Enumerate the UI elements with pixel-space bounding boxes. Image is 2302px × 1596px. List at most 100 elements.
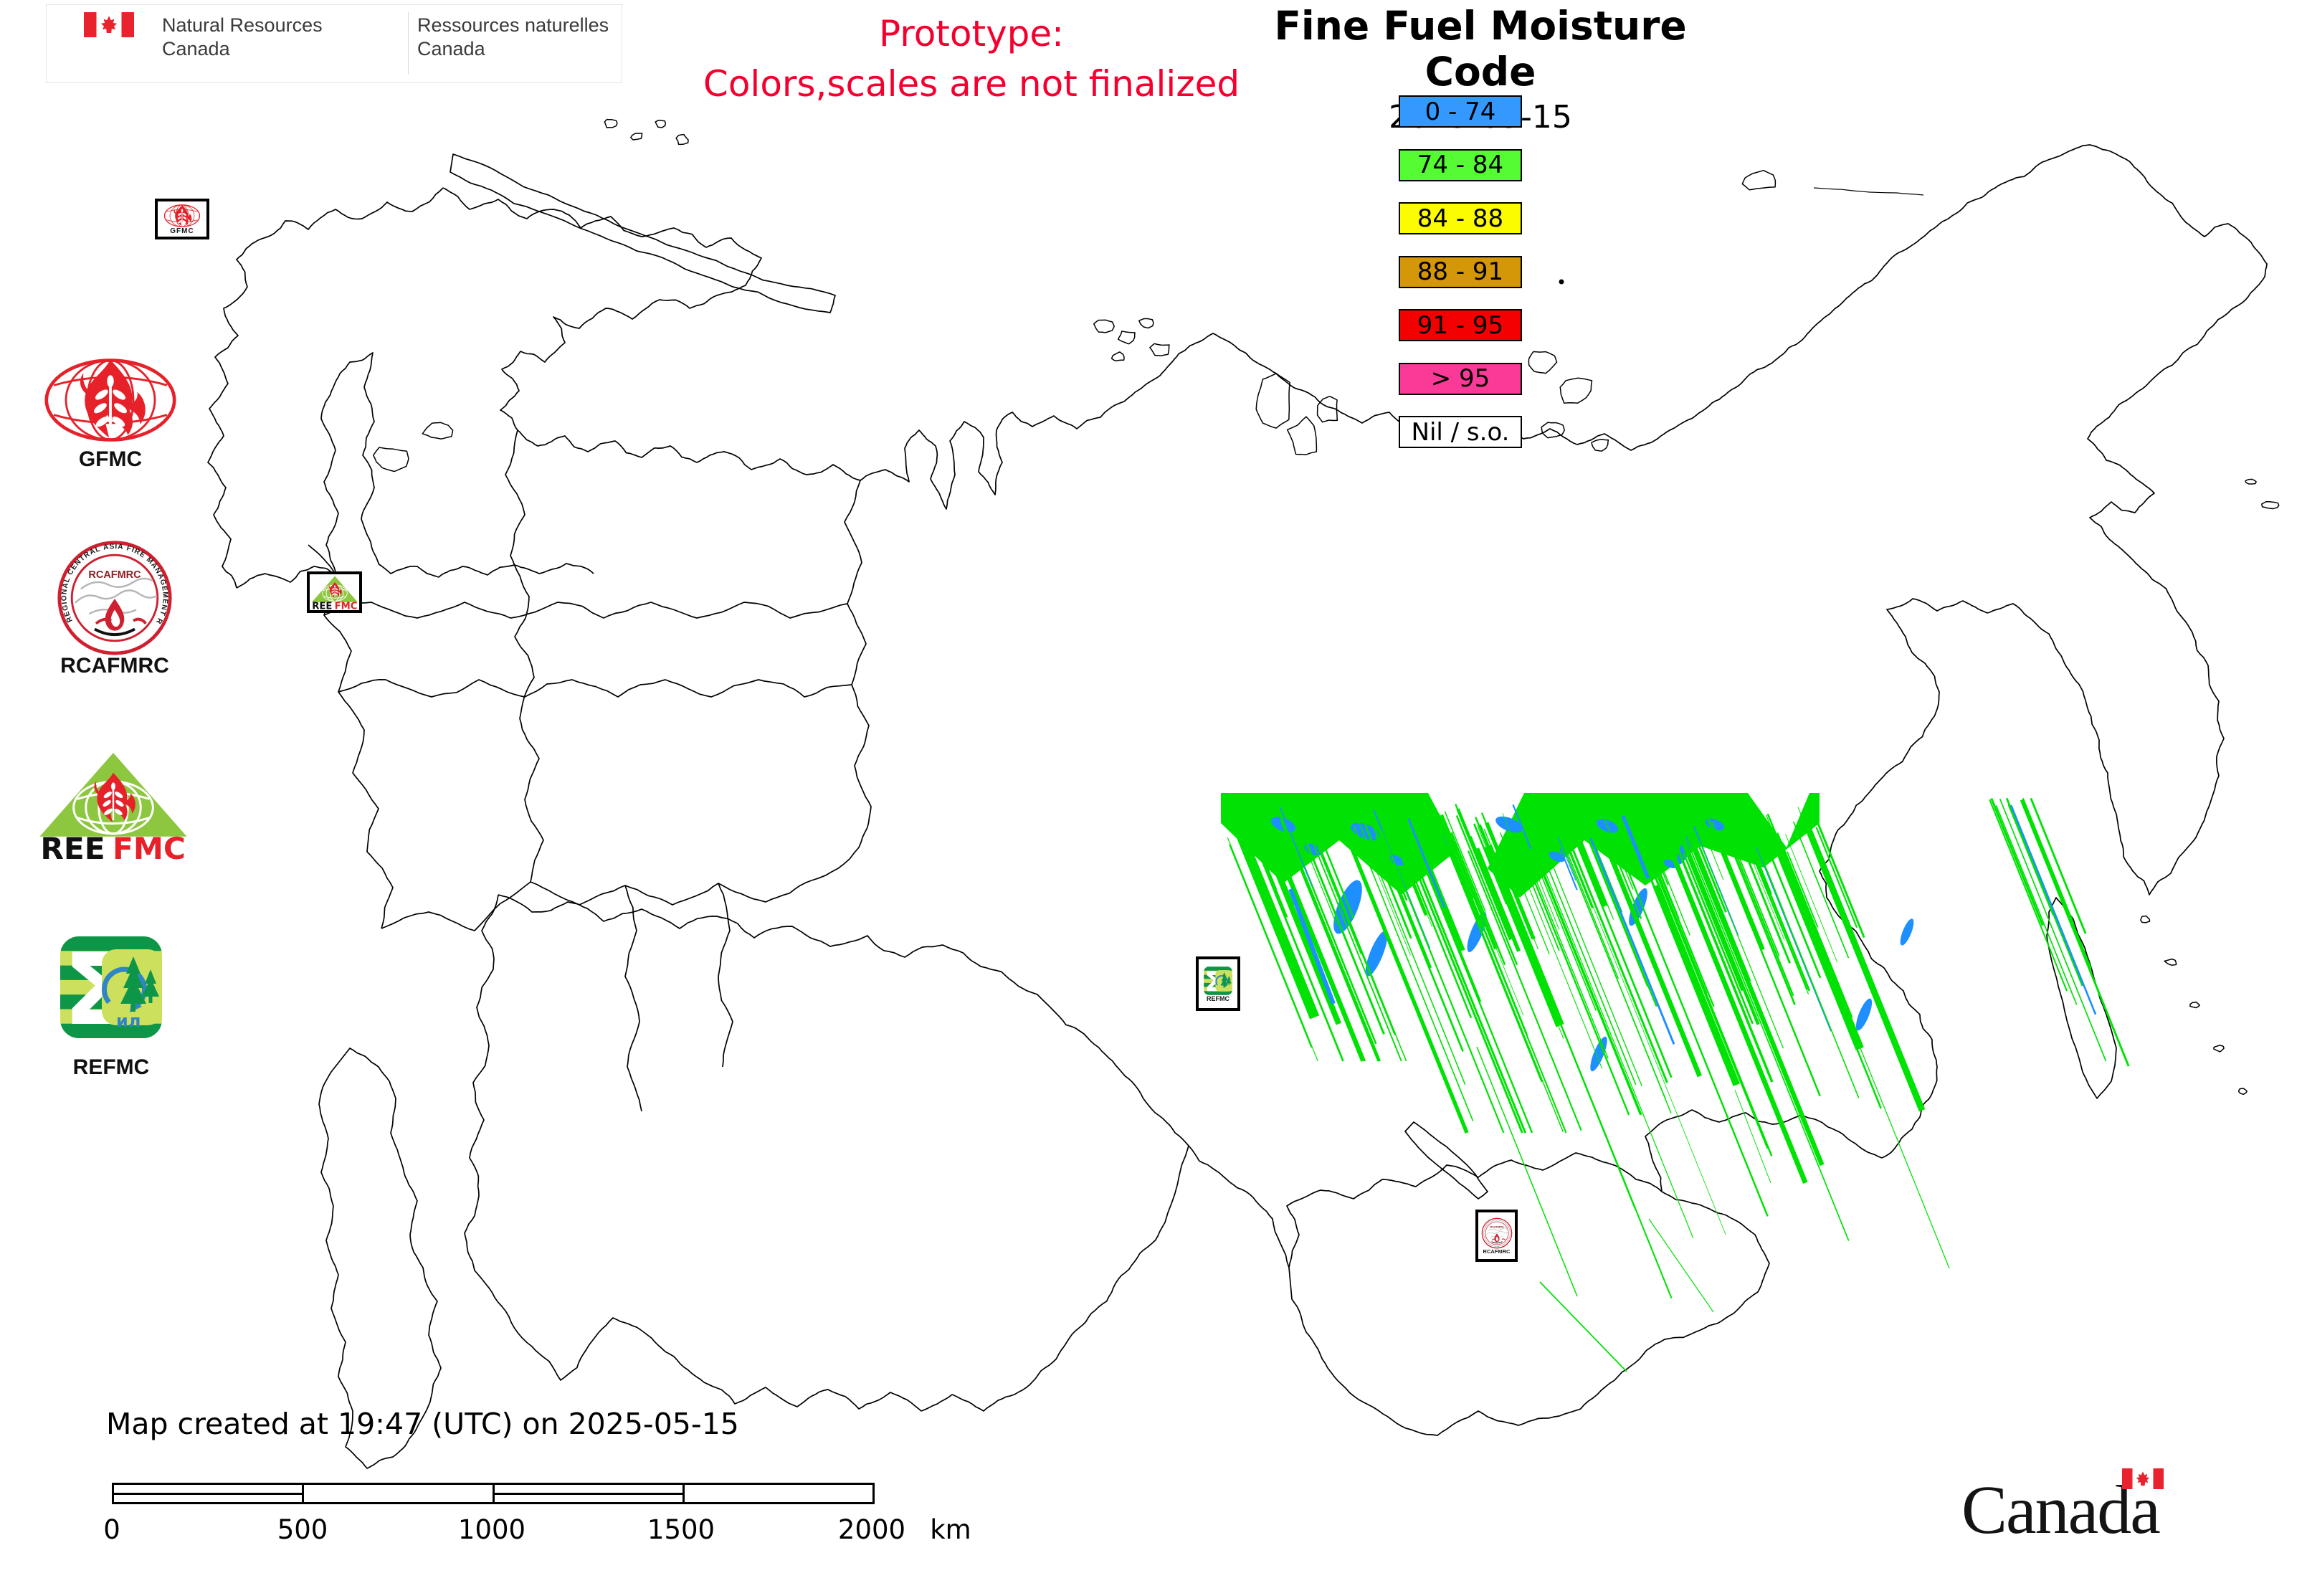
swath-streak: [1499, 832, 1550, 955]
swath-streak: [1727, 828, 1780, 956]
swath-streak: [1372, 817, 1408, 901]
rcafmrc-label: RCAFMRC: [60, 654, 169, 678]
svg-text:RCAFMRC: RCAFMRC: [1490, 1225, 1504, 1228]
swath-streak: [1713, 835, 1751, 926]
swath-blue-patch: [1333, 880, 1362, 934]
swath-blue-patch: [1549, 851, 1566, 863]
legend-item: 74 - 84: [1399, 148, 1522, 181]
gfmc-marker-label: GFMC: [170, 227, 194, 235]
swath-streak: [1642, 837, 1708, 994]
island: [1528, 351, 1558, 374]
coastline: [318, 1048, 442, 1469]
swath-streak: [1229, 844, 1313, 1048]
swath-streak: [1440, 814, 1498, 950]
refmc-marker-icon: [1203, 966, 1233, 996]
swath-streak: [1604, 845, 1702, 1078]
swath-streak: [2020, 799, 2075, 933]
swath-streak: [1417, 841, 1465, 951]
swath-streak: [1589, 837, 1675, 1045]
swath-gap: [1748, 793, 1809, 847]
scale-unit: km: [930, 1514, 971, 1545]
swath-streak: [1407, 818, 1446, 908]
swath-streak: [1518, 844, 1630, 1116]
gfmc-logo: [42, 356, 179, 445]
scale-segment-1: [114, 1485, 303, 1502]
swath-streak: [1321, 840, 1355, 919]
scale-tick-2000: 2000: [837, 1514, 906, 1545]
coastline: [236, 352, 594, 589]
swath-streak: [1556, 830, 1666, 1099]
coastline: [718, 883, 733, 1068]
swath-streak: [1401, 835, 1523, 1134]
nrcan-fr-line2: Canada: [417, 38, 485, 60]
swath-streak: [1652, 884, 1741, 1087]
coastline: [1404, 1121, 1488, 1200]
swath-streak: [2007, 804, 2053, 916]
legend-item: 84 - 88: [1399, 202, 1522, 234]
reefmc-marker-icon: REE FMC: [311, 575, 358, 610]
swath-streak: [1774, 844, 1864, 1051]
refmc-monogram: ил: [116, 1011, 141, 1031]
scale-tick-0: 0: [103, 1514, 120, 1545]
swath-streak: [1989, 799, 2068, 992]
swath-streak: [1589, 842, 1648, 987]
map-created-text: Map created at 19:47 (UTC) on 2025-05-15: [106, 1407, 739, 1441]
swath-streak: [1685, 829, 1751, 983]
swath-streak: [1447, 845, 1564, 1133]
island: [1316, 396, 1338, 423]
rcafmrc-marker-icon: RCAFMRC: [1481, 1217, 1512, 1249]
swath-streak: [1476, 1046, 1578, 1297]
swath-streak: [1615, 840, 1769, 1217]
swath-streak: [1599, 805, 1634, 890]
map-marker-rcafmrc: RCAFMRC RCAFMRC: [1475, 1210, 1518, 1262]
nrcan-en-line1: Natural Resources: [162, 14, 323, 36]
swath-streak: [1729, 844, 1796, 1005]
scale-segment-2: [302, 1485, 492, 1502]
coastline: [464, 894, 1189, 1412]
swath-streak: [1665, 819, 1774, 1083]
swath-streak: [1394, 834, 1433, 927]
swath-streak: [1559, 836, 1672, 1113]
swath-streak: [1756, 847, 1832, 1032]
svg-text:FMC: FMC: [334, 601, 357, 609]
coastline: [381, 847, 860, 931]
coastline: [1286, 1152, 1770, 1436]
swath-streak: [1571, 817, 1614, 920]
swath-streak: [1279, 806, 1310, 879]
island: [2238, 1088, 2248, 1096]
island: [373, 447, 409, 472]
gfmc-marker-icon: [161, 204, 204, 228]
swath-streak: [1523, 832, 1597, 1011]
swath-streak: [1527, 828, 1694, 1238]
swath-streak: [1785, 834, 1838, 963]
island: [1138, 318, 1154, 329]
map-marker-gfmc: GFMC: [155, 199, 209, 239]
swath-streak: [1679, 822, 1761, 1024]
swath-streak: [1261, 807, 1366, 1062]
legend-item-label: 88 - 91: [1417, 257, 1504, 286]
swath-streak: [1648, 1218, 1714, 1313]
swath-streak: [1227, 837, 1318, 1062]
swath-streak: [1510, 841, 1603, 1069]
swath-streak: [1293, 810, 1385, 1035]
legend-item-label: 74 - 84: [1417, 151, 1504, 179]
swath-streak: [1741, 827, 1809, 994]
scale-tick-1000: 1000: [457, 1514, 526, 1545]
swath-streak: [1999, 799, 2107, 1062]
swath-streak: [1990, 797, 2044, 926]
island: [1110, 351, 1125, 361]
swath-streak: [1523, 848, 1609, 1059]
gfmc-label: GFMC: [78, 447, 143, 471]
swath-streak: [1635, 803, 1669, 885]
rcafmrc-seal-text: RCAFMRC: [88, 569, 141, 581]
island: [2140, 915, 2151, 923]
swath-streak: [1282, 825, 1380, 1062]
coastline: [498, 894, 1290, 1268]
island: [1117, 331, 1136, 345]
swath-streak: [1570, 850, 1726, 1235]
swath-streak: [1381, 831, 1505, 1134]
island: [2261, 500, 2280, 510]
swath-streak: [1554, 822, 1620, 979]
svg-text:REE: REE: [312, 601, 332, 609]
